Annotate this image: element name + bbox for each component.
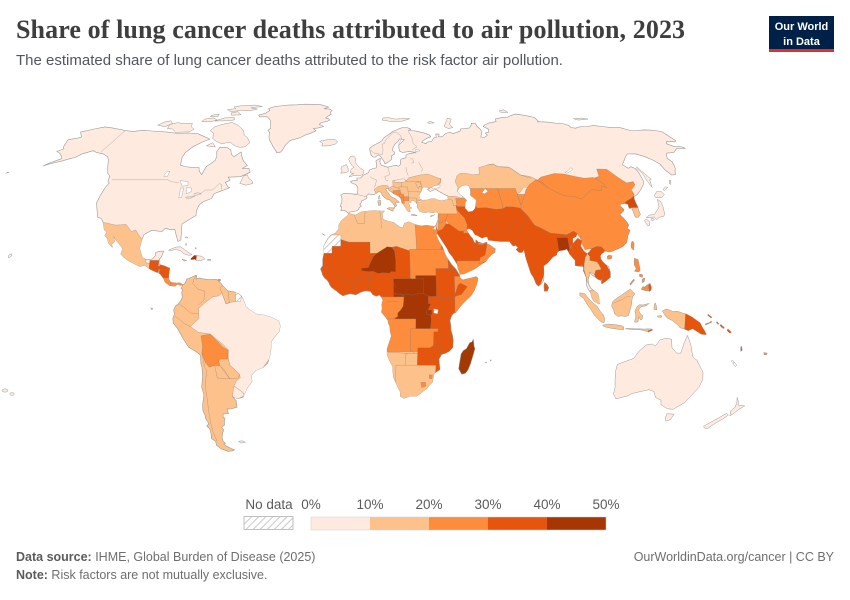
svg-text:30%: 30%	[474, 497, 501, 512]
svg-text:No data: No data	[245, 497, 293, 512]
svg-text:20%: 20%	[415, 497, 442, 512]
svg-text:50%: 50%	[592, 497, 619, 512]
svg-text:10%: 10%	[356, 497, 383, 512]
svg-text:0%: 0%	[301, 497, 321, 512]
svg-text:40%: 40%	[533, 497, 560, 512]
